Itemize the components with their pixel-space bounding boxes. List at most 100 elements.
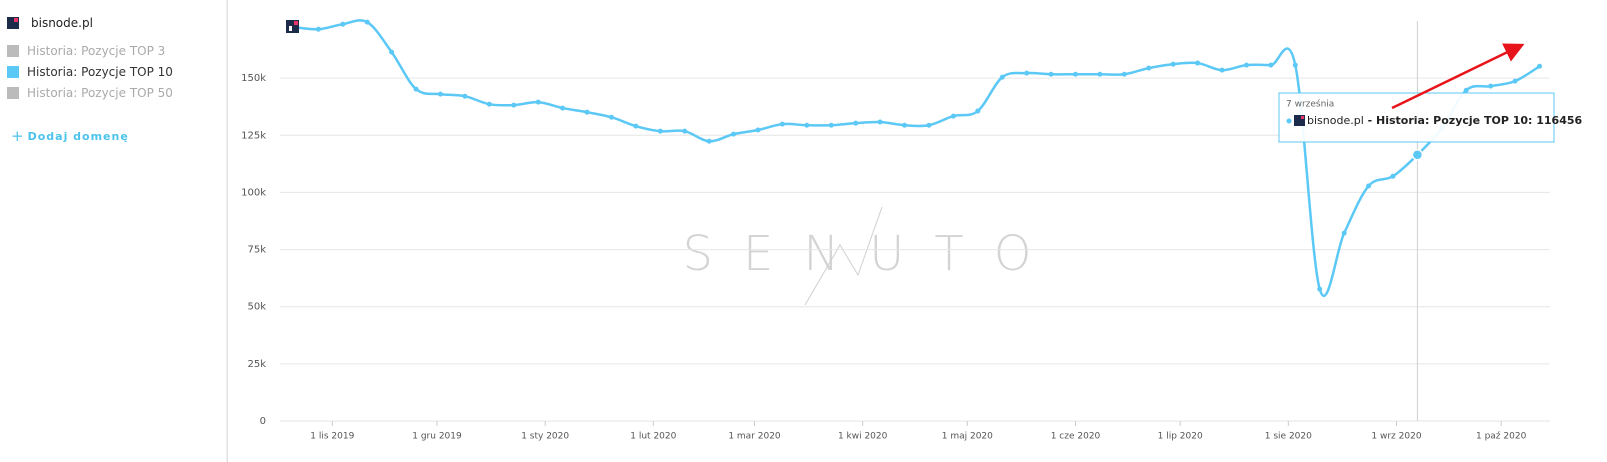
data-point [413,86,419,92]
data-point [1366,183,1372,189]
data-point [340,21,346,27]
first-point-logo [286,20,299,33]
y-tick-label: 0 [260,416,266,427]
data-point [804,122,810,128]
data-point [1512,78,1518,84]
data-point [1243,62,1249,68]
domain-name: bisnode.pl [31,16,93,30]
add-domain[interactable]: + Dodaj domenę [11,127,129,145]
data-point [486,101,492,107]
data-point [633,123,639,129]
tooltip-logo [1294,115,1305,126]
data-point [1072,71,1078,77]
data-point [364,19,370,25]
data-point [1097,71,1103,77]
data-point [853,120,859,126]
x-tick-label: 1 kwi 2020 [838,432,888,442]
data-point [1024,70,1030,76]
data-point [1317,286,1323,292]
x-tick-label: 1 gru 2019 [412,432,462,442]
data-point [682,128,688,134]
legend-swatch [7,87,19,99]
x-tick-label: 1 sie 2020 [1265,432,1312,442]
tooltip-box [1278,92,1555,143]
legend-label: Historia: Pozycje TOP 10 [27,65,173,79]
data-point [1537,63,1543,69]
data-point [877,119,883,125]
x-tick-label: 1 lut 2020 [630,432,676,442]
hover-point [1411,149,1424,161]
plus-icon: + [11,127,25,145]
watermark-shape [804,206,883,306]
x-tick-label: 1 lis 2019 [310,432,354,442]
domain-logo [7,17,19,29]
data-point [462,93,468,99]
tooltip-domain: bisnode.pl [1307,114,1364,127]
data-point [779,121,785,127]
x-tick-label: 1 sty 2020 [521,432,569,442]
data-point [828,122,834,128]
data-point [1170,61,1176,67]
watermark: SENUTO [683,206,1031,306]
legend-label: Historia: Pozycje TOP 50 [27,86,173,100]
data-point [1390,173,1396,179]
tooltip-date: 7 września [1286,99,1334,110]
legend-swatch [7,45,19,57]
tooltip-series: Historia: Pozycje TOP 10 [1376,114,1528,127]
data-point [560,105,566,111]
data-point [1341,230,1347,236]
y-tick-label: 75k [247,245,266,256]
data-point [1195,60,1201,66]
tooltip: 7 września bisnode.pl - Historia: Pozycj… [1278,92,1583,143]
legend-item[interactable]: Historia: Pozycje TOP 3 [7,44,165,58]
legend-item[interactable]: Historia: Pozycje TOP 10 [7,65,173,79]
data-point [437,91,443,97]
x-tick-label: 1 mar 2020 [728,432,781,442]
tooltip-value: 116456 [1536,114,1582,127]
data-point [657,128,663,134]
x-tick-label: 1 wrz 2020 [1371,432,1421,442]
data-point [755,127,761,133]
x-tick-label: 1 paź 2020 [1476,432,1527,442]
data-point [999,74,1005,80]
data-point [315,26,321,32]
tooltip-sep: - [1364,114,1376,127]
data-point [1146,65,1152,71]
data-point [975,108,981,114]
data-point [902,122,908,128]
data-point [1121,71,1127,77]
data-point [511,102,517,108]
legend-swatch [7,66,19,78]
tooltip-colon: : [1528,114,1536,127]
data-point [1463,87,1469,93]
data-point [926,122,932,128]
y-tick-label: 25k [247,359,266,370]
tooltip-dot [1286,118,1292,124]
data-point [535,99,541,105]
y-tick-label: 100k [241,187,266,198]
data-point [706,138,712,144]
tooltip-text: bisnode.pl - Historia: Pozycje TOP 10: 1… [1307,114,1583,127]
x-tick-label: 1 lip 2020 [1158,432,1203,442]
data-point [1292,62,1298,68]
x-tick-label: 1 maj 2020 [942,432,993,442]
data-point [584,109,590,115]
data-point [731,131,737,137]
data-point [1048,71,1054,77]
annotation-arrow [1391,43,1525,110]
x-tick-label: 1 cze 2020 [1051,432,1101,442]
domain-row[interactable]: bisnode.pl [7,16,93,30]
legend-item[interactable]: Historia: Pozycje TOP 50 [7,86,173,100]
data-point [389,49,395,55]
sidebar: bisnode.pl Historia: Pozycje TOP 3 Histor… [0,0,228,462]
y-tick-label: 150k [241,73,266,84]
data-point [1219,67,1225,73]
add-domain-label: Dodaj domenę [27,129,129,143]
y-tick-label: 125k [241,130,266,141]
data-point [1268,62,1274,68]
data-point [950,113,956,119]
data-point [608,114,614,120]
y-tick-label: 50k [247,302,266,313]
